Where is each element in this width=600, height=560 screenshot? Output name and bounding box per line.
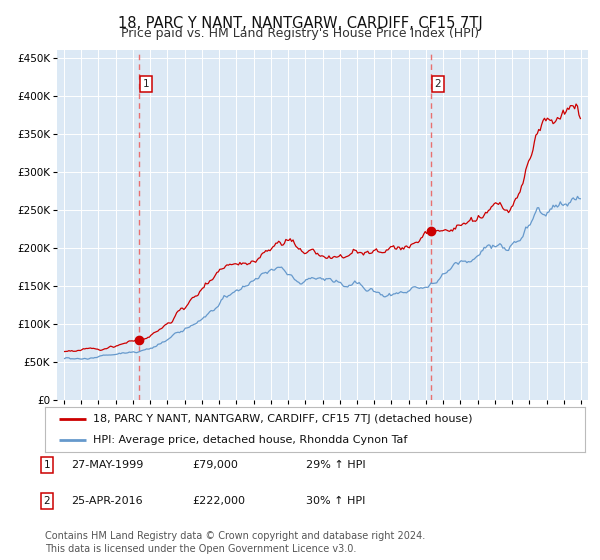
Text: 25-APR-2016: 25-APR-2016 <box>71 496 142 506</box>
Text: Contains HM Land Registry data © Crown copyright and database right 2024.
This d: Contains HM Land Registry data © Crown c… <box>45 531 425 554</box>
Text: Price paid vs. HM Land Registry's House Price Index (HPI): Price paid vs. HM Land Registry's House … <box>121 27 479 40</box>
Text: £79,000: £79,000 <box>192 460 238 470</box>
Text: 30% ↑ HPI: 30% ↑ HPI <box>306 496 365 506</box>
Text: 27-MAY-1999: 27-MAY-1999 <box>71 460 143 470</box>
Text: 1: 1 <box>43 460 50 470</box>
Text: 2: 2 <box>434 78 441 88</box>
Text: 1: 1 <box>143 78 149 88</box>
Text: 29% ↑ HPI: 29% ↑ HPI <box>306 460 365 470</box>
Text: 18, PARC Y NANT, NANTGARW, CARDIFF, CF15 7TJ (detached house): 18, PARC Y NANT, NANTGARW, CARDIFF, CF15… <box>92 414 472 424</box>
Text: 2: 2 <box>43 496 50 506</box>
Text: 18, PARC Y NANT, NANTGARW, CARDIFF, CF15 7TJ: 18, PARC Y NANT, NANTGARW, CARDIFF, CF15… <box>118 16 482 31</box>
Text: £222,000: £222,000 <box>192 496 245 506</box>
Text: HPI: Average price, detached house, Rhondda Cynon Taf: HPI: Average price, detached house, Rhon… <box>92 435 407 445</box>
